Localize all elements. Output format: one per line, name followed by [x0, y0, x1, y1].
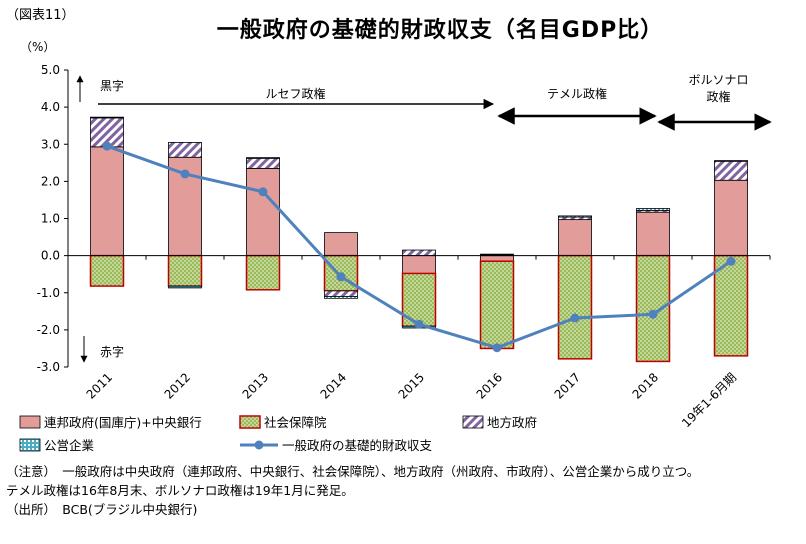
- bar-4-2012: [168, 285, 202, 289]
- y-tick-label: 4.0: [41, 100, 60, 114]
- era-label-3: ボルソナロ政権: [688, 73, 748, 104]
- deficit-label: 赤字: [100, 344, 124, 359]
- y-tick-label: 2.0: [41, 174, 60, 188]
- bar-2-2012: [167, 254, 203, 287]
- bar-2-2016: [479, 260, 515, 350]
- legend-swatch-4: [19, 438, 41, 452]
- era-label-1: ルセフ政権: [265, 86, 325, 101]
- legend-label-4: 公営企業: [44, 438, 95, 453]
- y-axis: 5.0 4.0 3.0 2.0 1.0 0.0 -1.0 -2.0 -3.0: [37, 63, 69, 374]
- bar-4-2011: [90, 116, 124, 119]
- balance-point-2017: [570, 313, 580, 323]
- bar-3-2012: [168, 141, 202, 158]
- balance-point-19年1-6月期: [726, 256, 736, 266]
- bar-1-2016: [480, 255, 514, 262]
- legend-label-3: 地方政府: [487, 415, 537, 430]
- balance-point-2018: [648, 309, 658, 319]
- y-tick-label: 3.0: [41, 137, 60, 151]
- bar-1-2018: [636, 211, 670, 257]
- bar-4-2018: [636, 208, 670, 211]
- y-tick-label: -1.0: [37, 286, 60, 300]
- bar-3-2013: [246, 157, 280, 169]
- balance-point-2015: [414, 319, 424, 329]
- balance-point-2011: [102, 141, 112, 151]
- legend-line-marker: [254, 440, 264, 450]
- bar-2-2011: [89, 254, 125, 287]
- y-tick-label: -2.0: [37, 323, 60, 337]
- balance-line: [102, 141, 736, 353]
- y-axis-unit: （%）: [20, 40, 56, 54]
- x-tick-label: 2011: [84, 370, 115, 401]
- notes: （注意） 一般政府は中央政府（連邦政府、中央銀行、社会保障院）、地方政府（州政府…: [6, 462, 699, 519]
- x-tick-label: 2013: [240, 370, 271, 401]
- legend-swatch-1: [19, 415, 41, 429]
- bar-2-2013: [245, 254, 281, 291]
- y-tick-label: -3.0: [37, 360, 60, 374]
- legend-label-1: 連邦政府(国庫庁)+中央銀行: [44, 415, 202, 430]
- legend-label-2: 社会保障院: [264, 415, 327, 430]
- x-tick-label: 2012: [162, 370, 193, 401]
- bar-2-2017: [557, 254, 593, 360]
- bar-2-2018: [635, 254, 671, 363]
- legend-swatch-3: [462, 415, 484, 429]
- bar-1-2015: [402, 255, 436, 274]
- balance-point-2014: [336, 272, 346, 282]
- x-tick-label: 2018: [630, 370, 661, 401]
- x-tick-label: 2014: [318, 370, 349, 401]
- x-tick-label: 2016: [474, 370, 505, 401]
- bar-1-19年1-6月期: [714, 179, 748, 257]
- bar-4-2017: [558, 215, 592, 218]
- note-source: （出所） BCB(ブラジル中央銀行): [6, 502, 198, 517]
- x-tick-label: 2015: [396, 370, 427, 401]
- legend-label-line: 一般政府の基礎的財政収支: [282, 438, 433, 453]
- bar-3-2015: [402, 249, 436, 257]
- bar-1-2011: [90, 146, 124, 257]
- bar-4-2014: [324, 296, 358, 299]
- x-tick-label: 19年1-6月期: [679, 370, 739, 430]
- y-tick-label: 5.0: [41, 63, 60, 77]
- bar-1-2014: [324, 232, 358, 257]
- y-tick-label: 0.0: [41, 249, 60, 263]
- balance-point-2012: [180, 169, 190, 179]
- y-tick-label: 1.0: [41, 212, 60, 226]
- legend-swatch-2: [239, 415, 261, 429]
- bar-4-19年1-6月期: [714, 160, 748, 162]
- bar-1-2013: [246, 167, 280, 257]
- bar-3-2014: [324, 290, 358, 297]
- surplus-label: 黒字: [100, 78, 124, 93]
- note-1: （注意） 一般政府は中央政府（連邦政府、中央銀行、社会保障院）、地方政府（州政府…: [6, 464, 700, 479]
- x-tick-label: 2017: [552, 370, 583, 401]
- bar-3-19年1-6月期: [714, 160, 748, 181]
- balance-point-2016: [492, 343, 502, 353]
- chart-title: 一般政府の基礎的財政収支（名目GDP比）: [216, 18, 664, 43]
- bar-4-2016: [480, 253, 514, 256]
- chart: 5.0 4.0 3.0 2.0 1.0 0.0 -1.0 -2.0 -3.0 2011 2012 2…: [19, 63, 772, 453]
- bar-4-2013: [246, 157, 280, 159]
- note-2: テメル政権は16年8月末、ボルソナロ政権は19年1月に発足。: [6, 483, 354, 498]
- figure-label: （図表11）: [6, 8, 75, 23]
- bar-1-2017: [558, 219, 592, 257]
- balance-point-2013: [258, 187, 268, 197]
- era-label-2: テメル政権: [547, 86, 607, 101]
